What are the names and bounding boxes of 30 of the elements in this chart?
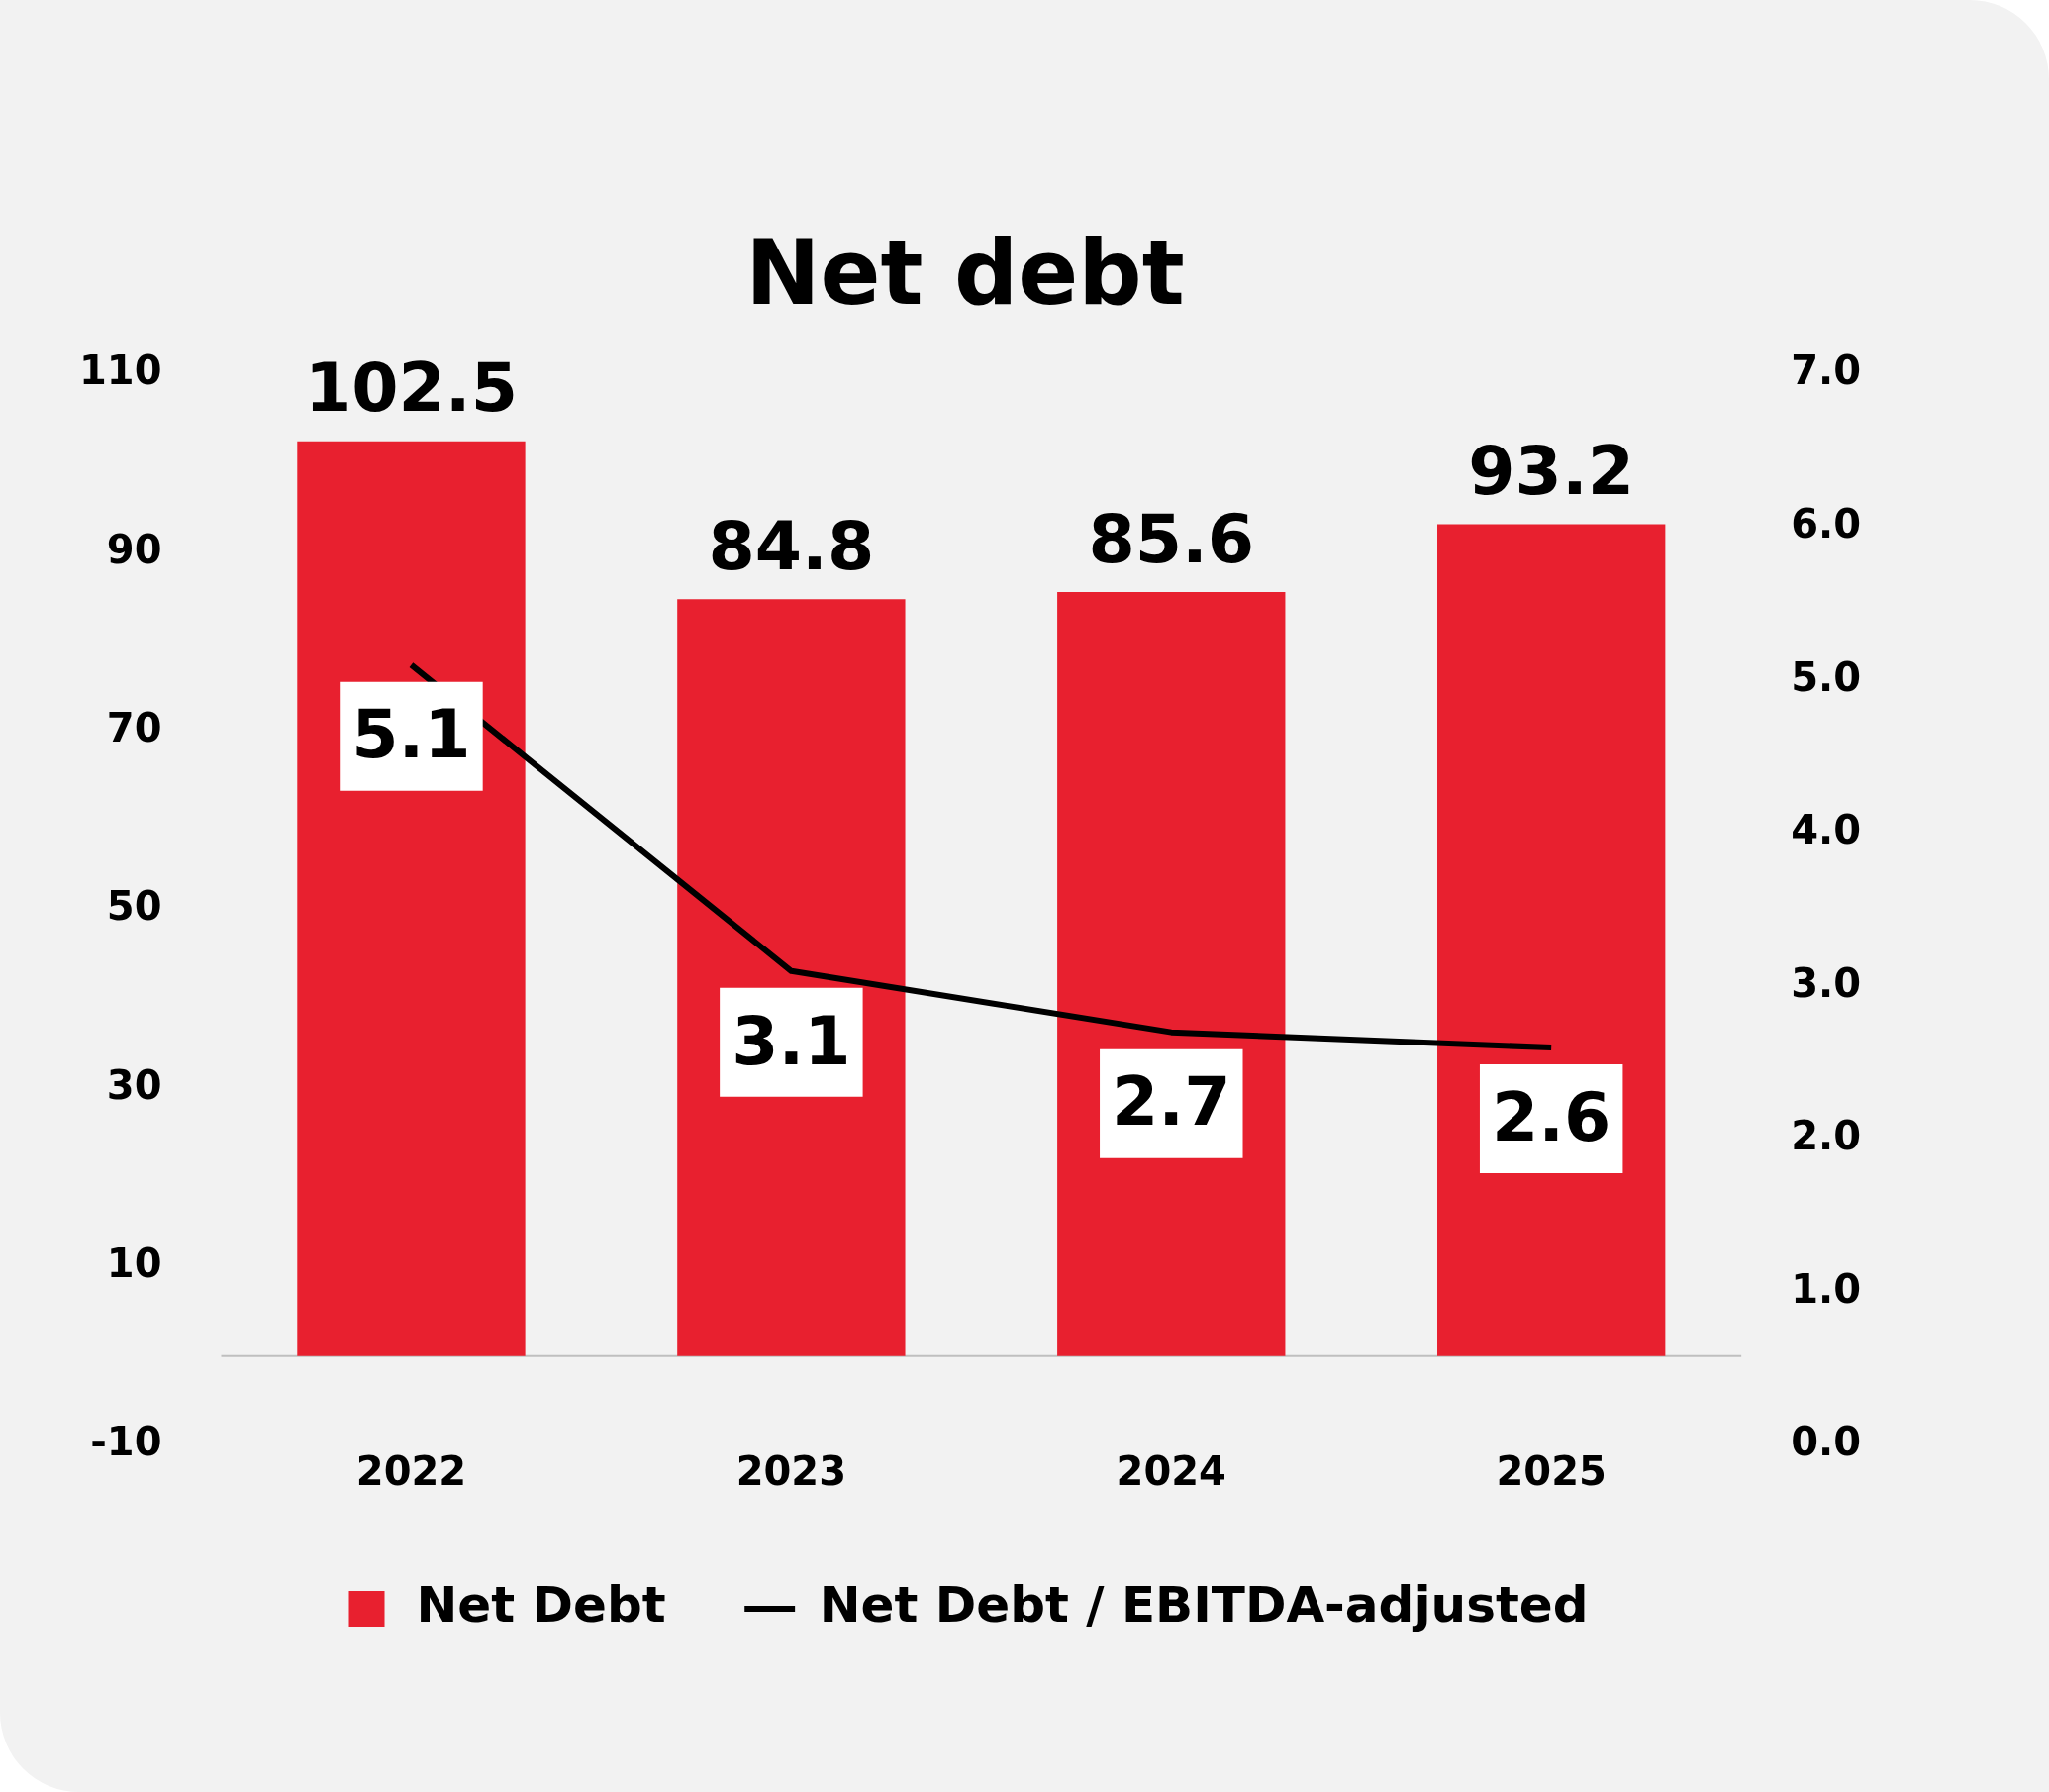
x-tick-label: 2024: [1116, 1448, 1226, 1495]
x-tick-label: 2025: [1496, 1448, 1607, 1495]
y2-tick-label: 4.0: [1791, 807, 1861, 853]
chart-title: Net debt: [745, 221, 1185, 326]
y-tick-label: 50: [106, 883, 162, 930]
y-tick-label: 10: [106, 1241, 162, 1287]
y-tick-label: 90: [106, 526, 162, 572]
data-label: 85.6: [1088, 499, 1255, 578]
y-tick-label: -10: [90, 1419, 162, 1465]
y2-tick-label: 6.0: [1791, 500, 1861, 547]
x-tick-label: 2022: [355, 1448, 467, 1495]
y2-tick-label: 3.0: [1791, 959, 1861, 1006]
data-label: 93.2: [1468, 432, 1635, 511]
legend-label: Net Debt / EBITDA-adjusted: [819, 1575, 1589, 1634]
y2-tick-label: 0.0: [1791, 1419, 1861, 1465]
y-tick-label: 110: [79, 348, 162, 394]
data-label: 3.1: [732, 1001, 851, 1080]
y2-tick-label: 1.0: [1791, 1265, 1861, 1312]
data-label: 2.7: [1112, 1062, 1231, 1142]
legend-label: Net Debt: [416, 1575, 666, 1634]
y-tick-label: 70: [106, 705, 162, 751]
x-tick-label: 2023: [735, 1448, 847, 1495]
data-label: 102.5: [304, 348, 518, 428]
y-tick-label: 30: [106, 1061, 162, 1108]
data-label: 84.8: [708, 506, 875, 585]
y2-tick-label: 2.0: [1791, 1113, 1861, 1159]
data-label: 5.1: [351, 695, 471, 774]
y2-tick-label: 7.0: [1791, 348, 1861, 394]
y2-tick-label: 5.0: [1791, 653, 1861, 700]
data-label: 2.6: [1491, 1077, 1611, 1156]
